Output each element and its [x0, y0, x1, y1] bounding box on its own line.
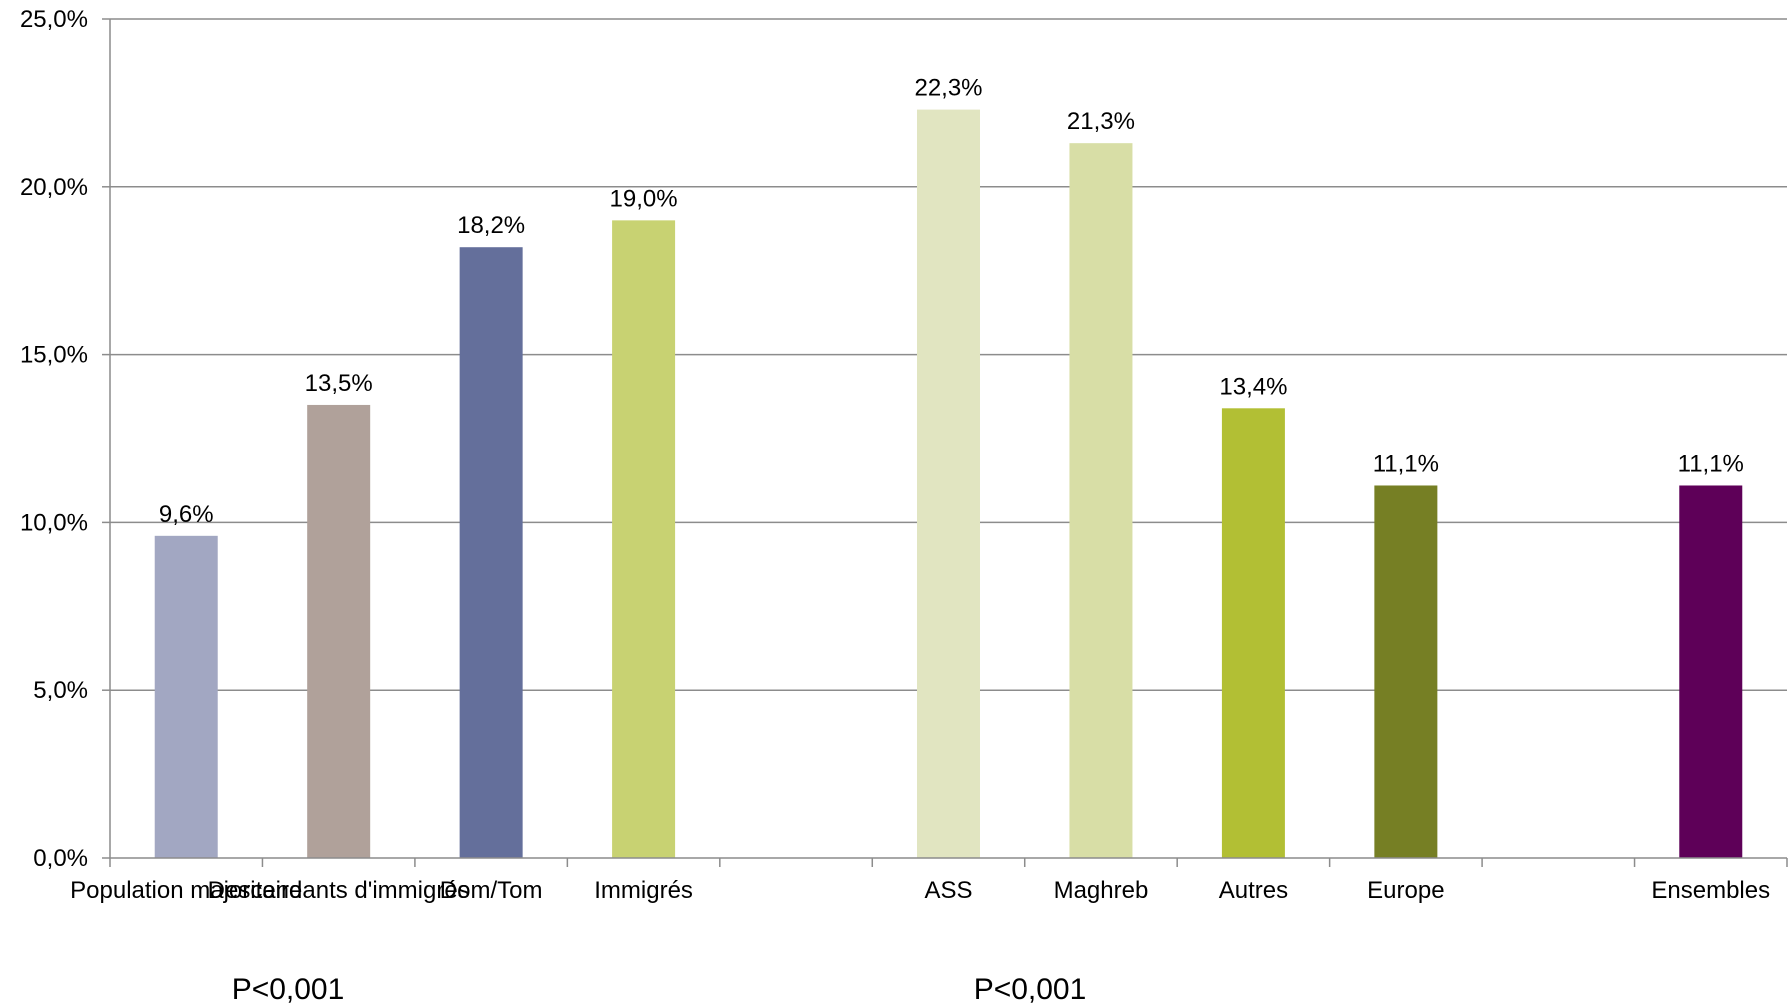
data-label: 11,1%: [1373, 450, 1439, 477]
x-category-label: Descendants d'immigrés: [208, 877, 470, 904]
x-category-label: ASS: [924, 877, 972, 904]
data-label: 9,6%: [159, 501, 214, 528]
x-category-label: Ensembles: [1651, 877, 1770, 904]
x-category-label: Population majoritaire: [70, 877, 302, 904]
y-axis-tick-labels: 0,0% 5,0% 10,0% 15,0% 20,0% 25,0%: [20, 6, 88, 872]
bar: [1679, 485, 1743, 858]
data-label: 13,5%: [305, 370, 373, 397]
bar: [917, 109, 980, 858]
bar: [1374, 485, 1438, 858]
y-tick-label: 25,0%: [20, 6, 88, 33]
p-value-annotation-right: P<0,001: [974, 973, 1087, 1006]
axes: [109, 19, 1788, 867]
p-value-annotation-left: P<0,001: [232, 973, 345, 1006]
y-tick-label: 15,0%: [20, 342, 88, 369]
x-category-label: Maghreb: [1054, 877, 1149, 904]
bars: [154, 109, 1743, 859]
bar: [307, 404, 371, 858]
data-label: 21,3%: [1067, 108, 1135, 135]
x-category-label: Autres: [1219, 877, 1288, 904]
data-label: 18,2%: [457, 212, 525, 239]
data-label: 13,4%: [1219, 373, 1287, 400]
bar: [154, 535, 218, 858]
data-label: 22,3%: [914, 75, 982, 102]
bar: [612, 220, 676, 859]
x-category-label: Dom/Tom: [440, 877, 543, 904]
data-labels: 9,6% 13,5% 18,2% 19,0% 22,3% 21,3% 13,4% 11,1% 1…: [159, 75, 1744, 528]
data-label: 19,0%: [610, 185, 678, 212]
x-category-label: Immigrés: [594, 877, 693, 904]
bar: [459, 247, 523, 858]
data-label: 11,1%: [1678, 450, 1744, 477]
y-tick-label: 5,0%: [33, 677, 88, 704]
y-tick-label: 20,0%: [20, 174, 88, 201]
x-category-label: Europe: [1367, 877, 1444, 904]
bar: [1069, 143, 1133, 858]
y-tick-label: 0,0%: [33, 845, 88, 872]
y-tick-label: 10,0%: [20, 509, 88, 536]
bar: [1221, 408, 1285, 858]
